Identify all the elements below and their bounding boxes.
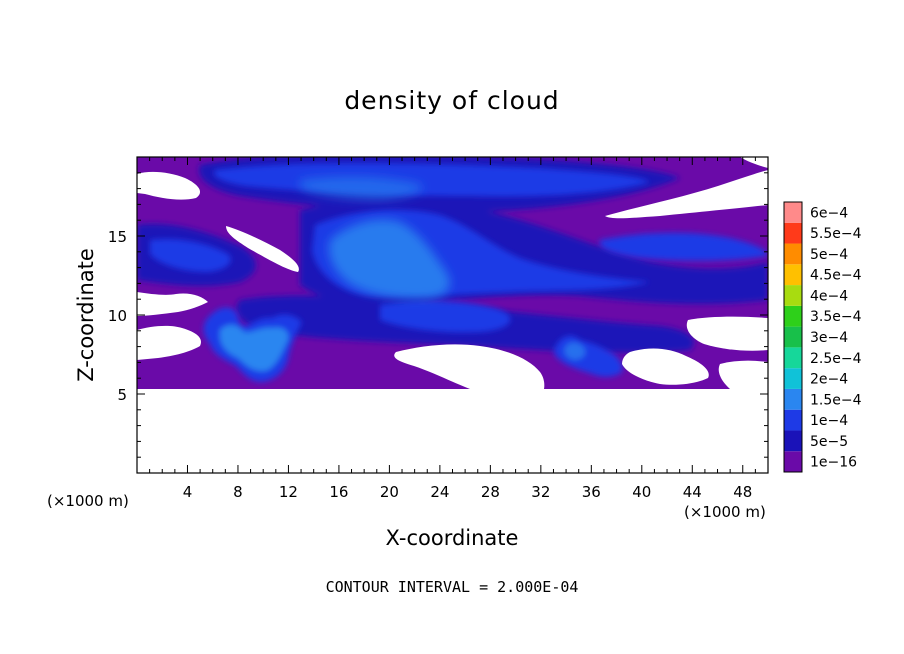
left-convective-cell xyxy=(203,307,302,382)
gap-mid-low xyxy=(394,344,545,389)
gap-top-right-corner xyxy=(740,157,768,168)
gap-left-streak xyxy=(226,226,299,272)
colorbar-swatch xyxy=(784,430,802,452)
anvil-core xyxy=(300,176,423,200)
colorbar-label: 4.5e−4 xyxy=(810,268,862,284)
colorbar-label: 3.5e−4 xyxy=(810,309,862,325)
x-tick-label: 32 xyxy=(531,483,550,501)
x-tick-label: 24 xyxy=(430,483,449,501)
left-blue-band xyxy=(150,238,231,272)
cloud-field xyxy=(137,157,768,473)
colorbar: 1e−16 5e−5 1e−4 1.5e−4 2e−4 2.5e−4 3e−4 3.5e−4 4… xyxy=(783,201,862,473)
x-tick-label: 28 xyxy=(481,483,500,501)
colorbar-swatch xyxy=(784,222,802,244)
colorbar-label: 1.5e−4 xyxy=(810,392,862,408)
x-tick-label: 40 xyxy=(632,483,651,501)
x-tick-label: 8 xyxy=(233,483,243,501)
clear-below-cloud-base xyxy=(137,389,768,473)
right-blue-band xyxy=(599,232,768,261)
gap-left-low xyxy=(137,325,202,360)
chart-title: density of cloud xyxy=(344,86,560,115)
contour-interval-note: CONTOUR INTERVAL = 2.000E-04 xyxy=(325,578,579,596)
gap-left-mid xyxy=(137,292,208,316)
light-blue-regions xyxy=(300,176,450,299)
colorbar-swatch xyxy=(784,264,802,286)
x-tick-label: 20 xyxy=(380,483,399,501)
right-convective-cell xyxy=(553,335,623,377)
colorbar-label: 6e−4 xyxy=(810,205,848,221)
gap-right-low xyxy=(622,348,709,385)
gap-right-mid xyxy=(686,316,768,351)
gap-top-left xyxy=(137,171,201,200)
y-tick-label: 10 xyxy=(108,307,127,325)
colorbar-swatch xyxy=(784,326,802,348)
colorbar-swatch xyxy=(784,388,802,410)
colorbar-label: 1e−4 xyxy=(810,413,848,429)
x-tick-label: 16 xyxy=(329,483,348,501)
colorbar-label: 2.5e−4 xyxy=(810,351,862,367)
gap-right-lower xyxy=(718,360,768,389)
colorbar-swatch xyxy=(784,285,802,306)
x-tick-label: 44 xyxy=(683,483,702,501)
colorbar-swatch xyxy=(784,368,802,389)
colorbar-swatch xyxy=(784,347,802,369)
colorbar-swatch xyxy=(784,451,802,472)
x-tick-label: 12 xyxy=(279,483,298,501)
colorbar-label: 4e−4 xyxy=(810,288,848,304)
y-tick-label: 15 xyxy=(108,228,127,246)
gap-top-right xyxy=(605,157,768,219)
x-unit-label-right: (×1000 m) xyxy=(684,503,766,521)
colorbar-swatch xyxy=(784,409,802,431)
colorbar-label: 3e−4 xyxy=(810,330,848,346)
right-cell-inner xyxy=(564,342,586,360)
left-cell-inner xyxy=(220,324,289,372)
colorbar-label: 2e−4 xyxy=(810,372,848,388)
y-tick-label: 5 xyxy=(117,386,127,404)
colorbar-label: 5e−5 xyxy=(810,434,848,450)
x-axis-label: X-coordinate xyxy=(385,526,519,550)
mid-blue-patch xyxy=(380,300,511,333)
cloud-free-gaps xyxy=(137,157,768,473)
colorbar-frame xyxy=(783,201,803,473)
colorbar-swatch xyxy=(784,202,802,223)
x-tick-label: 4 xyxy=(183,483,193,501)
updraft-core xyxy=(328,219,450,299)
x-tick-label: 36 xyxy=(582,483,601,501)
colorbar-swatch xyxy=(784,305,802,327)
x-tick-label: 48 xyxy=(733,483,752,501)
colorbar-swatch xyxy=(784,243,802,265)
colorbar-label: 5.5e−4 xyxy=(810,226,862,242)
colorbar-label: 1e−16 xyxy=(810,455,857,471)
axis-ticks xyxy=(136,156,769,474)
colorbar-label: 5e−4 xyxy=(810,247,848,263)
x-unit-label-left: (×1000 m) xyxy=(47,492,129,510)
